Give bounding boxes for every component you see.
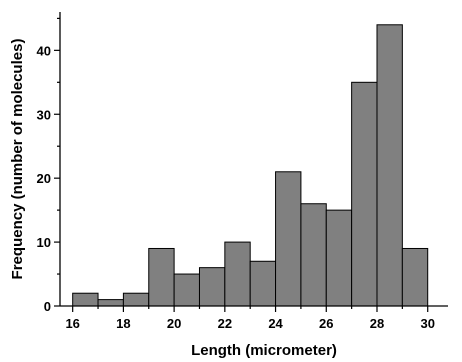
- bar-19.5: [148, 247, 175, 307]
- y-tick-label-0: 0: [44, 299, 51, 314]
- bar-17.5: [97, 299, 124, 307]
- x-tick-label-20: 20: [167, 316, 181, 331]
- bar-25.5: [300, 203, 327, 307]
- x-tick-label-16: 16: [65, 316, 79, 331]
- bar-18.5: [122, 292, 150, 307]
- x-tick-label-24: 24: [268, 316, 283, 331]
- bar-23.5: [249, 260, 277, 307]
- y-ticks-group: 0 10 20 30 40: [37, 17, 60, 314]
- x-tick-label-28: 28: [370, 316, 384, 331]
- bars-group: [72, 24, 429, 307]
- axes-group: [59, 12, 448, 307]
- bar-24.5: [275, 171, 302, 307]
- bar-26.5: [325, 209, 353, 307]
- x-tick-label-18: 18: [116, 316, 130, 331]
- y-tick-label-30: 30: [37, 107, 51, 122]
- x-axis-title: Length (micrometer): [191, 342, 337, 359]
- bar-27.5: [351, 81, 378, 307]
- y-tick-label-20: 20: [37, 171, 51, 186]
- y-tick-label-10: 10: [37, 235, 51, 250]
- bar-28.5: [376, 24, 403, 307]
- x-ticks-group: 16 18 20 22 24 26 28 30: [65, 306, 435, 331]
- bar-21.5: [198, 267, 226, 307]
- bar-22.5: [224, 241, 251, 307]
- x-tick-label-26: 26: [319, 316, 333, 331]
- x-tick-label-22: 22: [218, 316, 232, 331]
- bar-29.5: [401, 247, 429, 307]
- bar-20.5: [173, 273, 200, 307]
- y-tick-label-40: 40: [37, 43, 51, 58]
- bar-16.5: [72, 292, 99, 307]
- y-axis-title: Frequency (number of molecules): [9, 39, 26, 280]
- x-tick-label-30: 30: [420, 316, 434, 331]
